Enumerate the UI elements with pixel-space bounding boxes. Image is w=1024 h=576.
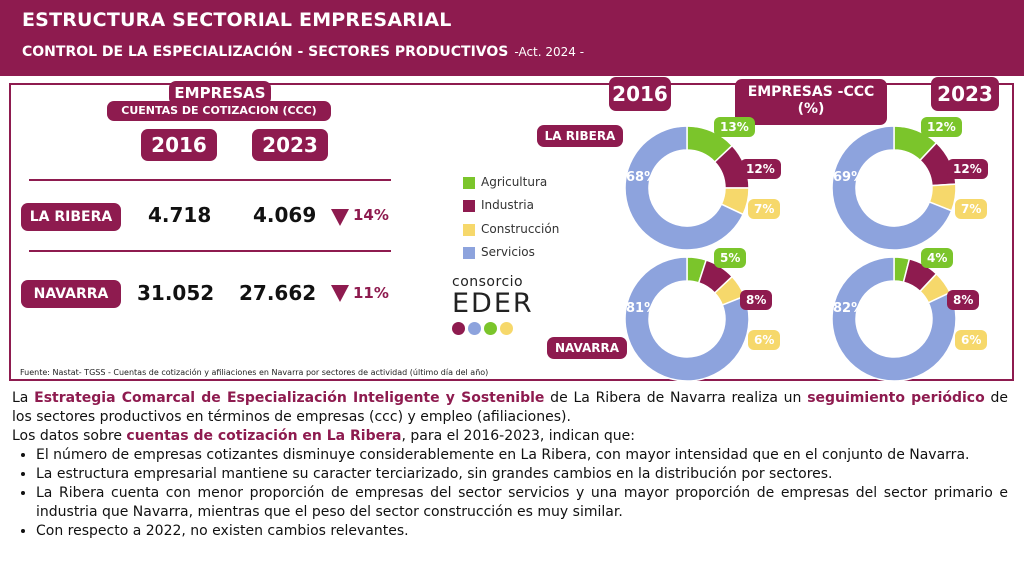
donut-label-agricultura: 13% <box>714 117 755 137</box>
donut-label-servicios: 81% <box>626 301 658 316</box>
ccc-subheading: CUENTAS DE COTIZACION (CCC) <box>107 101 331 121</box>
legend-item-industria: Industria <box>463 198 534 212</box>
legend-label: Agricultura <box>481 175 548 189</box>
down-triangle-icon <box>331 285 349 302</box>
donut-chart-navarra-2023: 4% 8% 6% 82% <box>829 248 988 384</box>
source-note: Fuente: Nastat- TGSS - Cuentas de cotiza… <box>20 368 489 377</box>
donut-label-agricultura: 4% <box>921 248 954 268</box>
donut-label-servicios: 82% <box>833 301 865 316</box>
legend-item-agricultura: Agricultura <box>463 175 547 189</box>
consorcio-eder-logo: consorcio EDER <box>452 274 542 339</box>
p1-highlight-strategy: Estrategia Comarcal de Especialización I… <box>34 390 545 406</box>
row-label-navarra: NAVARRA <box>21 280 121 308</box>
agricultura-swatch <box>463 176 475 189</box>
chart-year-2023: 2023 <box>931 77 999 111</box>
p2-text-a: Los datos sobre <box>12 428 127 444</box>
navarra-2016-value: 31.052 <box>137 281 215 305</box>
donut-label-construcción: 7% <box>955 199 988 219</box>
p1-text-a: La <box>12 390 35 406</box>
la-ribera-2016-value: 4.718 <box>148 203 212 227</box>
logo-line2: EDER <box>452 288 534 319</box>
donut-svg <box>624 125 750 251</box>
chart-row-navarra: NAVARRA <box>547 337 627 359</box>
chart-row-la-ribera: LA RIBERA <box>537 125 623 147</box>
legend-item-servicios: Servicios <box>463 245 535 259</box>
legend-label: Industria <box>481 198 534 212</box>
donut-svg <box>831 125 957 251</box>
p2-highlight: cuentas de cotización en La Ribera <box>126 428 402 444</box>
donut-slice-servicios <box>831 256 957 382</box>
data-panel: EMPRESAS CUENTAS DE COTIZACION (CCC) 201… <box>9 77 1014 381</box>
donut-label-industria: 12% <box>740 159 781 179</box>
page-subtitle: CONTROL DE LA ESPECIALIZACIÓN - SECTORES… <box>22 44 584 60</box>
bullet-item: Con respecto a 2022, no existen cambios … <box>36 522 1008 541</box>
logo-line1: consorcio <box>452 274 524 290</box>
legend-item-construccion: Construcción <box>463 222 559 236</box>
legend-label: Servicios <box>481 245 535 259</box>
year-2023-label: 2023 <box>252 129 328 161</box>
donut-label-industria: 8% <box>947 290 980 310</box>
donut-chart-la-ribera-2016: 13% 12% 7% 68% <box>622 117 781 253</box>
table-top-rule <box>29 179 391 181</box>
subtitle-text: CONTROL DE LA ESPECIALIZACIÓN - SECTORES… <box>22 44 509 60</box>
table-mid-rule <box>29 250 391 252</box>
bullet-item: La estructura empresarial mantiene su ca… <box>36 465 1008 484</box>
donut-slice-servicios <box>624 125 745 251</box>
donut-label-construcción: 6% <box>955 330 988 350</box>
logo-dot-icon <box>468 322 481 335</box>
donut-svg <box>831 256 957 382</box>
body-text: La Estrategia Comarcal de Especializació… <box>12 389 1008 541</box>
navarra-2023-value: 27.662 <box>239 281 317 305</box>
donut-slice-servicios <box>831 125 953 251</box>
donut-label-industria: 8% <box>740 290 773 310</box>
donut-svg <box>624 256 750 382</box>
donut-chart-navarra-2016: 5% 8% 6% 81% <box>622 248 781 384</box>
logo-dot-icon <box>500 322 513 335</box>
navarra-change: 11% <box>353 284 389 302</box>
construccion-swatch <box>463 223 475 236</box>
donut-label-servicios: 69% <box>833 170 865 185</box>
bullet-list: El número de empresas cotizantes disminu… <box>36 446 1008 541</box>
servicios-swatch <box>463 246 475 259</box>
logo-dot-icon <box>452 322 465 335</box>
down-triangle-icon <box>331 209 349 226</box>
row-label-la-ribera: LA RIBERA <box>21 203 121 231</box>
header-banner: ESTRUCTURA SECTORIAL EMPRESARIAL CONTROL… <box>0 0 1024 76</box>
donut-label-agricultura: 5% <box>714 248 747 268</box>
donut-chart-la-ribera-2023: 12% 12% 7% 69% <box>829 117 988 253</box>
donut-label-servicios: 68% <box>626 170 658 185</box>
la-ribera-2023-value: 4.069 <box>253 203 317 227</box>
p1-text-c: de los sectores productivos en términos … <box>12 390 1008 425</box>
subtitle-update: -Act. 2024 - <box>514 45 585 59</box>
paragraph-1: La Estrategia Comarcal de Especializació… <box>12 389 1008 427</box>
paragraph-2: Los datos sobre cuentas de cotización en… <box>12 427 1008 446</box>
chart-year-2016: 2016 <box>609 77 671 111</box>
bullet-item: El número de empresas cotizantes disminu… <box>36 446 1008 465</box>
logo-dot-icon <box>484 322 497 335</box>
bullet-item: La Ribera cuenta con menor proporción de… <box>36 484 1008 522</box>
donut-slice-servicios <box>624 256 750 382</box>
legend-label: Construcción <box>481 222 560 236</box>
page-title: ESTRUCTURA SECTORIAL EMPRESARIAL <box>22 9 452 31</box>
industria-swatch <box>463 199 475 212</box>
donut-label-construcción: 7% <box>748 199 781 219</box>
la-ribera-change: 14% <box>353 206 389 224</box>
p1-highlight-seguimiento: seguimiento periódico <box>807 390 985 406</box>
donut-label-industria: 12% <box>947 159 988 179</box>
p2-text-b: , para el 2016-2023, indican que: <box>401 428 635 444</box>
charts-title: EMPRESAS -CCC (%) <box>735 79 887 125</box>
donut-label-construcción: 6% <box>748 330 781 350</box>
year-2016-label: 2016 <box>141 129 217 161</box>
p1-text-b: de La Ribera de Navarra realiza un <box>544 390 808 406</box>
logo-dots <box>452 320 542 339</box>
donut-label-agricultura: 12% <box>921 117 962 137</box>
